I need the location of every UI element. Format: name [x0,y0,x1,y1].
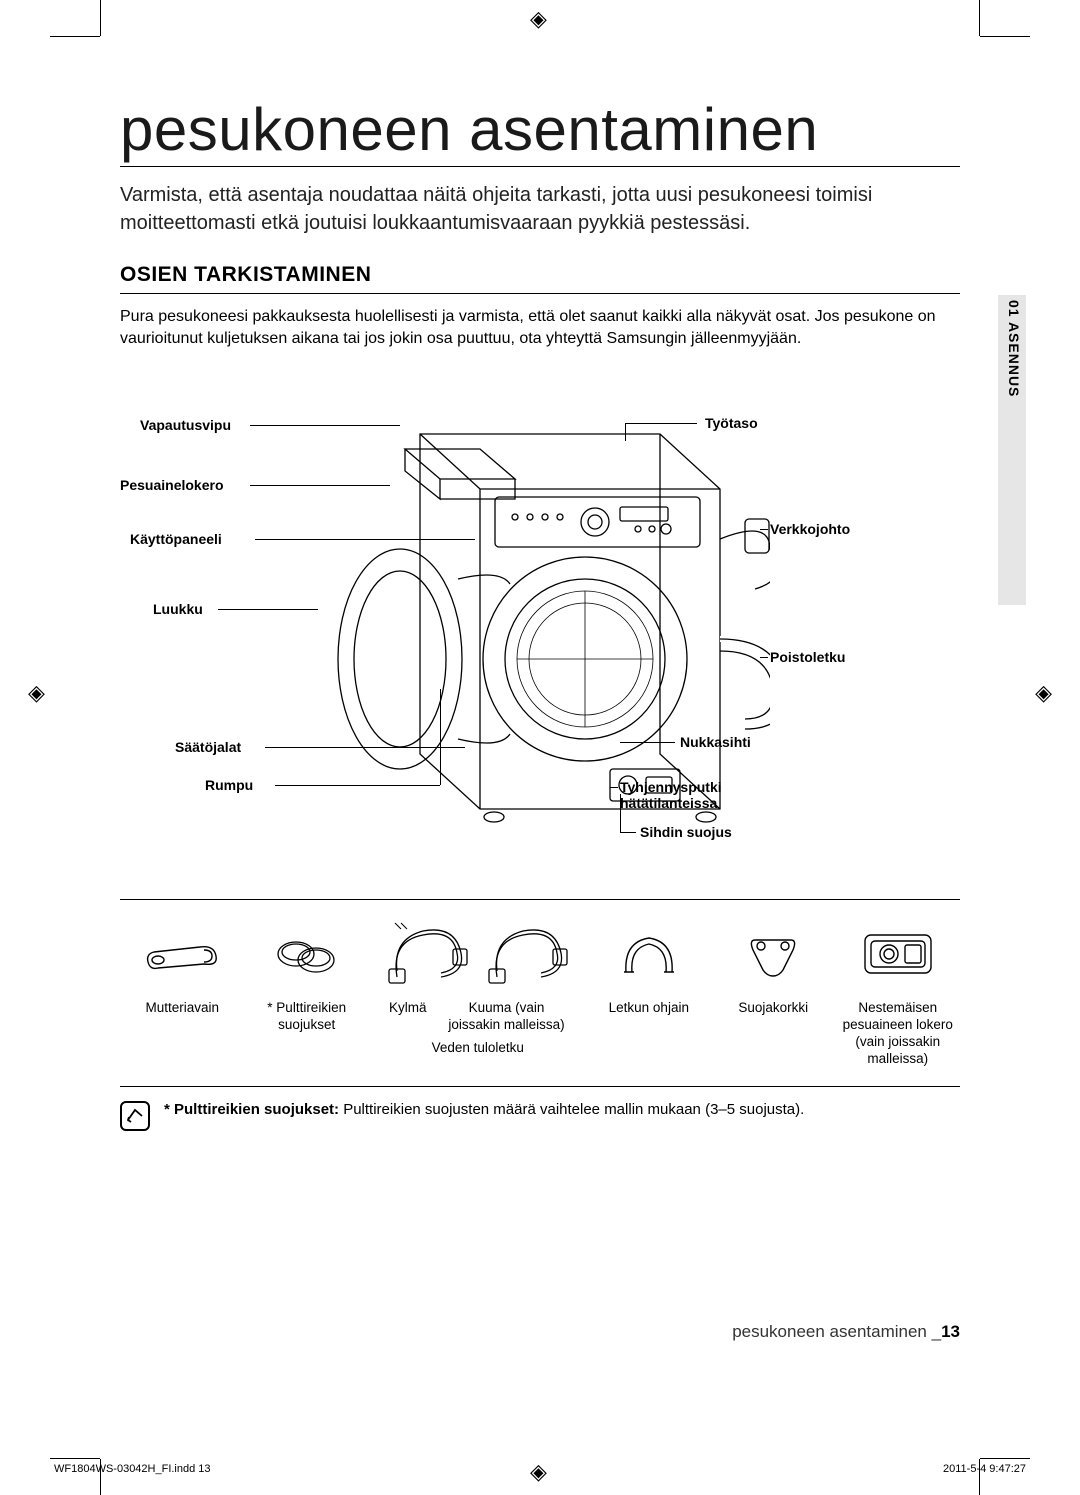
callout-tyotaso: Työtaso [705,415,758,431]
callout-verkkojohto: Verkkojohto [770,521,850,537]
callout-saatojalat: Säätöjalat [175,739,241,755]
hose-guide-icon [614,924,684,984]
note-row: * Pulttireikien suojukset: Pulttireikien… [120,1086,960,1131]
callout-kayttopaneeli: Käyttöpaneeli [130,531,222,547]
registration-mark-icon: ◈ [530,8,547,30]
footer-page-ref: pesukoneen asentaminen _13 [732,1322,960,1342]
hot-hose-icon [483,919,573,989]
callout-pesuainelokero: Pesuainelokero [120,477,224,493]
page-title: pesukoneen asentaminen [120,95,960,167]
part-cap: Suojakorkki [711,916,835,1017]
registration-mark-icon: ◈ [1035,682,1052,704]
part-label-inlet: Veden tuloletku [373,1040,583,1057]
intro-text: Varmista, että asentaja noudattaa näitä … [120,181,960,237]
washing-machine-diagram: Vapautusvipu Pesuainelokero Käyttöpaneel… [120,369,960,889]
callout-poistoletku: Poistoletku [770,649,845,665]
part-hose-guide: Letkun ohjain [587,916,711,1017]
part-label-hot: Kuuma (vain joissakin malleissa) [447,1000,567,1034]
part-label: Mutteriavain [124,1000,240,1017]
part-label-cold: Kylmä [389,1000,427,1034]
section-heading: OSIEN TARKISTAMINEN [120,263,960,294]
registration-mark-icon: ◈ [530,1461,547,1483]
footer-filename: WF1804WS-03042H_FI.indd 13 [54,1463,211,1475]
callout-vapautusvipu: Vapautusvipu [140,417,231,433]
wrench-icon [142,934,222,974]
part-bolt-covers: * Pulttireikien suojukset [244,916,368,1034]
callout-luukku: Luukku [153,601,203,617]
liquid-drawer-icon [859,927,937,981]
callout-sihdin-suojus: Sihdin suojus [640,824,732,840]
callout-rumpu: Rumpu [205,777,253,793]
part-liquid-drawer: Nestemäisen pesuaineen lokero (vain jois… [836,916,960,1068]
callout-tyhjennysputki: Tyhjennysputki hätätilanteissa [620,779,760,811]
cold-hose-icon [383,919,473,989]
part-hoses: Kylmä Kuuma (vain joissakin malleissa) V… [369,916,587,1057]
note-icon [120,1101,150,1131]
parts-row: Mutteriavain * Pulttireikien suojukset K… [120,899,960,1068]
callout-nukkasihti: Nukkasihti [680,734,751,750]
part-label: Nestemäisen pesuaineen lokero (vain jois… [840,1000,956,1068]
note-text: * Pulttireikien suojukset: Pulttireikien… [164,1101,804,1118]
body-paragraph: Pura pesukoneesi pakkauksesta huolellise… [120,306,960,349]
footer-timestamp: 2011-5-4 9:47:27 [943,1463,1026,1475]
bolt-cover-icon [272,926,342,982]
side-tab-label: 01 ASENNUS [1006,300,1022,397]
part-label: * Pulttireikien suojukset [248,1000,364,1034]
part-label: Letkun ohjain [591,1000,707,1017]
part-wrench: Mutteriavain [120,916,244,1017]
cap-icon [743,926,803,982]
part-label: Suojakorkki [715,1000,831,1017]
registration-mark-icon: ◈ [28,682,45,704]
